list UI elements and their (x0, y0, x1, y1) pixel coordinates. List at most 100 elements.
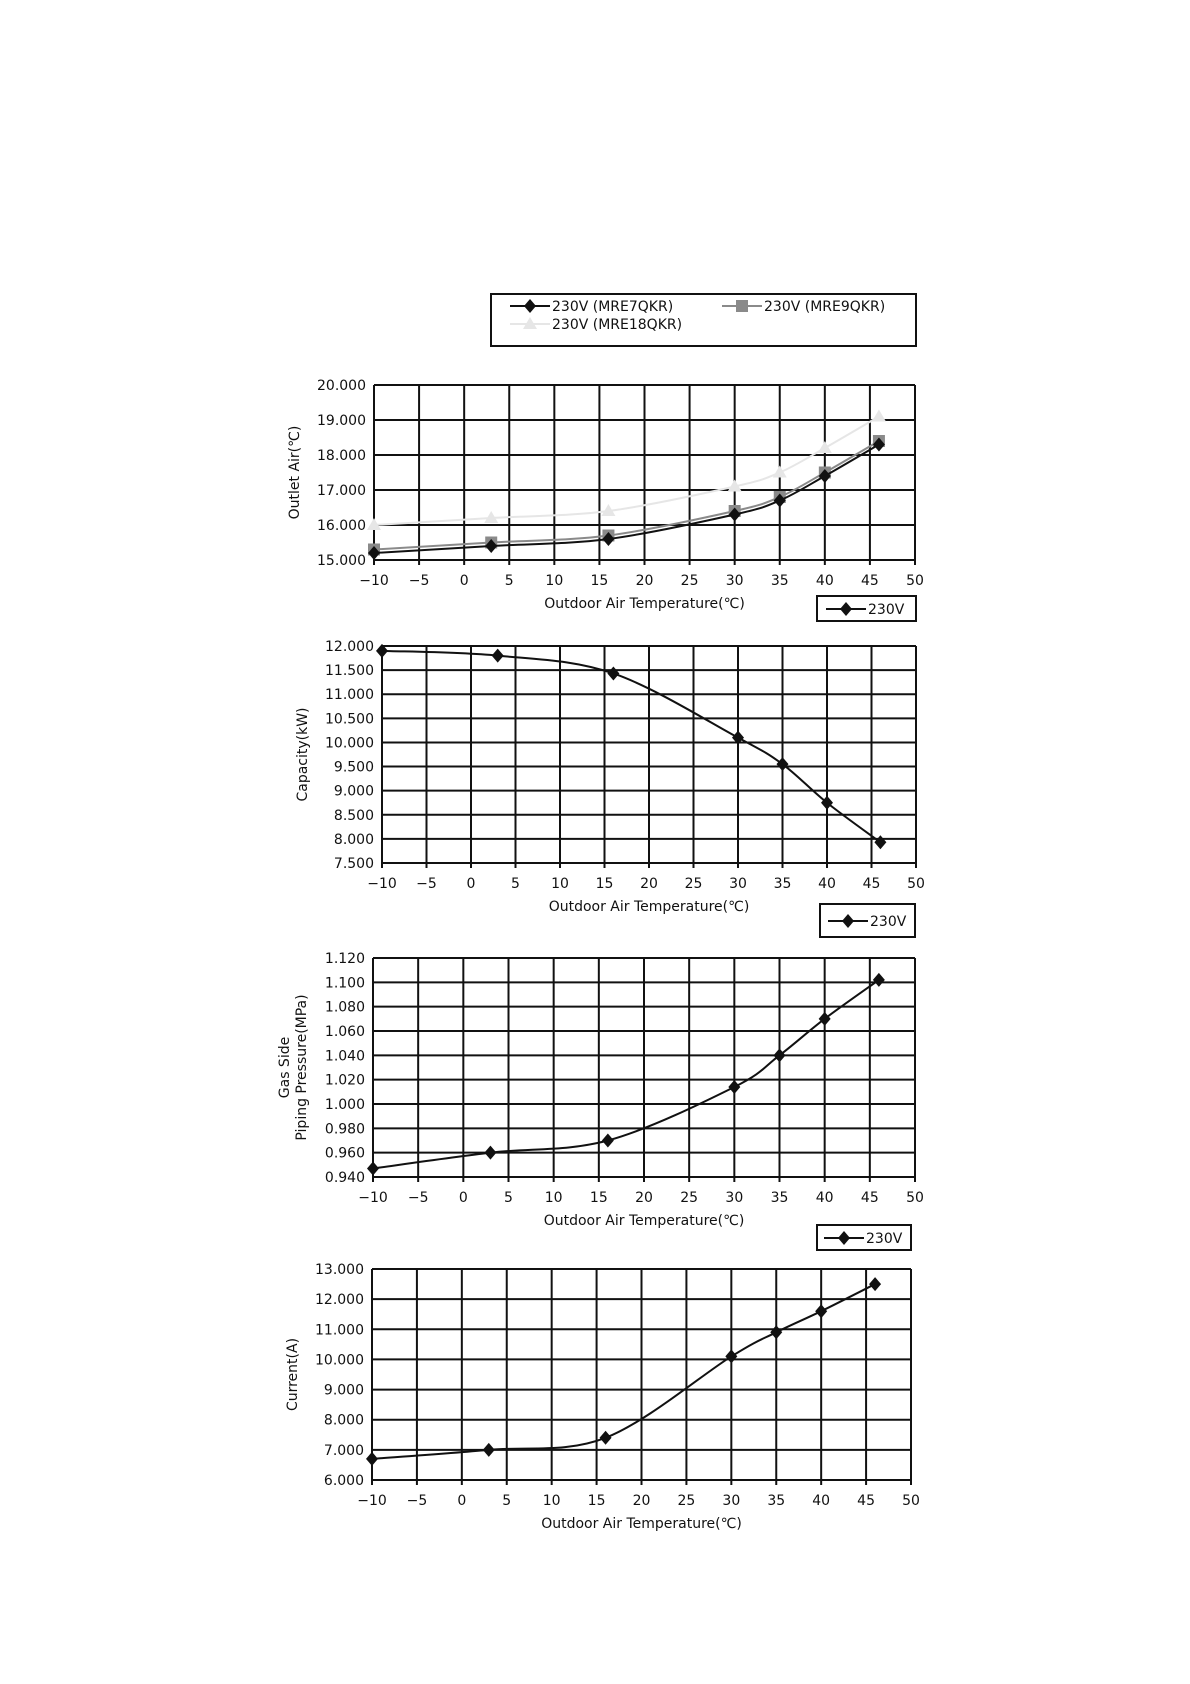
x-tick-label: 0 (457, 1493, 466, 1509)
y-tick-label: 7.500 (334, 856, 374, 872)
legend-marker-diamond-icon (524, 299, 536, 313)
y-tick-label: 10.000 (315, 1352, 364, 1368)
y-tick-label: 7.000 (324, 1443, 364, 1459)
legend-marker-diamond-icon (840, 602, 852, 616)
x-tick-label: 35 (771, 1190, 789, 1206)
x-axis-label: Outdoor Air Temperature(℃) (549, 899, 750, 915)
y-axis-label: Current(A) (285, 1338, 301, 1411)
x-tick-label: 10 (545, 1190, 563, 1206)
x-tick-label: 30 (729, 876, 747, 892)
data-point (872, 437, 885, 452)
y-tick-label: 15.000 (317, 553, 366, 569)
x-tick-label: 20 (636, 573, 654, 589)
legend-label: 230V (MRE9QKR) (764, 299, 885, 315)
y-tick-label: 11.000 (315, 1322, 364, 1338)
x-tick-label: −10 (358, 1190, 388, 1206)
y-tick-label: 12.000 (325, 639, 374, 655)
y-axis-label: Outlet Air(℃) (287, 426, 303, 520)
data-point (815, 1304, 828, 1319)
data-point (872, 972, 885, 987)
y-tick-label: 20.000 (317, 378, 366, 394)
x-tick-label: 5 (502, 1493, 511, 1509)
y-tick-label: 9.000 (324, 1383, 364, 1399)
x-tick-label: −5 (409, 573, 430, 589)
y-tick-label: 6.000 (324, 1473, 364, 1489)
y-tick-label: 11.500 (325, 663, 374, 679)
legend-marker-square-icon (736, 300, 748, 312)
y-tick-label: 11.000 (325, 687, 374, 703)
x-tick-label: 45 (857, 1493, 875, 1509)
chart-3: 0.940 0.960 0.980 1.000 1.020 1.040 1.060 1.080… (277, 903, 924, 1229)
data-point (725, 1349, 738, 1364)
y-tick-label: 18.000 (317, 448, 366, 464)
x-tick-label: 50 (902, 1493, 920, 1509)
y-tick-label: 1.020 (325, 1073, 365, 1089)
y-tick-label: 17.000 (317, 483, 366, 499)
data-point (728, 1079, 741, 1094)
chart-4: 6.000 7.000 8.000 9.000 10.000 11.000 12.000 13… (285, 1224, 920, 1532)
data-point (368, 546, 380, 560)
data-point (366, 1451, 378, 1466)
x-tick-label: 30 (725, 1190, 743, 1206)
x-tick-label: 45 (861, 573, 879, 589)
series-line-2 (373, 440, 880, 551)
x-tick-label: 45 (861, 1190, 879, 1206)
x-tick-label: −10 (367, 876, 397, 892)
data-point (874, 835, 887, 850)
data-point (367, 1161, 379, 1176)
chart-2: 7.500 8.000 8.500 9.000 9.500 10.000 10.500 11.… (295, 595, 925, 915)
x-tick-label: 10 (551, 876, 569, 892)
chart-1: 15.000 16.000 17.000 18.000 19.000 20.000 −10 −… (287, 293, 924, 612)
series-line-1 (372, 979, 880, 1170)
x-tick-label: −5 (407, 1493, 428, 1509)
x-tick-label: 40 (816, 573, 834, 589)
data-point (772, 465, 787, 478)
x-tick-label: 45 (863, 876, 881, 892)
y-tick-label: 0.960 (325, 1146, 365, 1162)
x-tick-label: 5 (504, 1190, 513, 1206)
data-point (727, 479, 742, 492)
x-tick-label: 25 (680, 1190, 698, 1206)
data-point (770, 1325, 783, 1340)
data-point (607, 666, 620, 681)
x-tick-label: 0 (460, 573, 469, 589)
x-tick-label: 15 (596, 876, 614, 892)
x-tick-label: −5 (408, 1190, 429, 1206)
data-point (773, 493, 786, 508)
y-axis-label: Capacity(kW) (295, 707, 311, 801)
data-point (871, 409, 886, 422)
data-point (484, 511, 499, 523)
x-tick-label: 50 (906, 1190, 924, 1206)
x-tick-label: 35 (767, 1493, 785, 1509)
data-point (821, 795, 833, 810)
x-tick-label: 50 (906, 573, 924, 589)
data-point (773, 1048, 786, 1063)
x-tick-label: 10 (543, 1493, 561, 1509)
data-point (732, 730, 744, 745)
x-tick-label: 25 (681, 573, 699, 589)
data-point (869, 1277, 882, 1292)
x-tick-label: 5 (505, 573, 514, 589)
legend: 230V (819, 903, 916, 938)
y-tick-label: 13.000 (315, 1262, 364, 1278)
x-tick-label: 20 (640, 876, 658, 892)
x-tick-label: 15 (588, 1493, 606, 1509)
x-tick-label: 35 (771, 573, 789, 589)
series-line-1 (371, 1283, 876, 1460)
y-axis-label: Gas Side (277, 1037, 293, 1098)
data-point (776, 757, 789, 772)
y-tick-label: 1.000 (325, 1097, 365, 1113)
data-point (484, 1145, 497, 1160)
legend-label: 230V (866, 1231, 903, 1247)
y-tick-label: 0.980 (325, 1121, 365, 1137)
data-point (601, 1133, 614, 1148)
data-point (376, 643, 388, 658)
y-tick-label: 1.060 (325, 1024, 365, 1040)
y-tick-label: 10.000 (325, 735, 374, 751)
legend-label: 230V (868, 602, 905, 618)
x-tick-label: −10 (357, 1493, 387, 1509)
series-line-3 (373, 415, 880, 526)
x-tick-label: 5 (511, 876, 520, 892)
y-tick-label: 0.940 (325, 1170, 365, 1186)
x-tick-label: 20 (635, 1190, 653, 1206)
